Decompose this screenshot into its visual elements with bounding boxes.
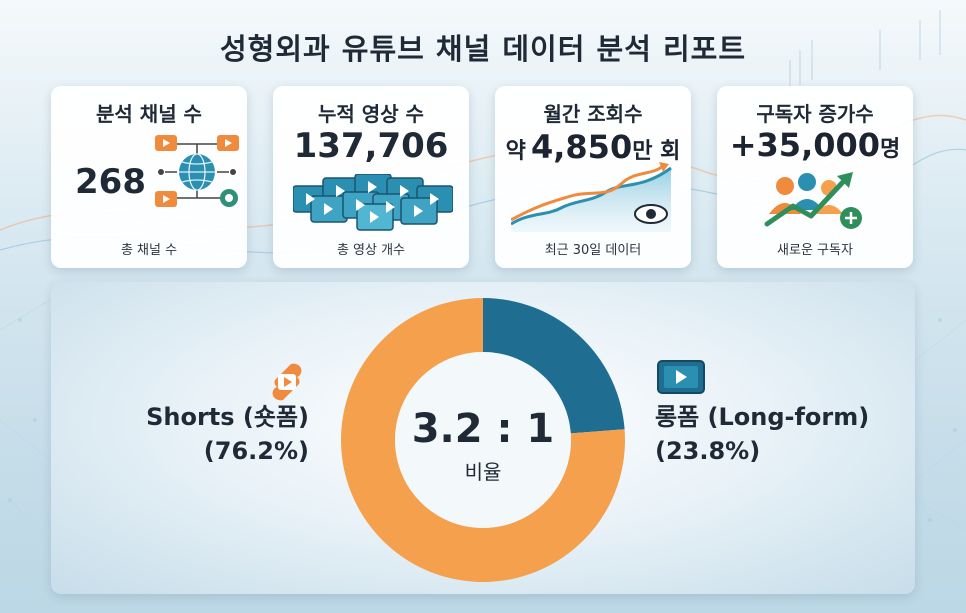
page-title: 성형외과 유튜브 채널 데이터 분석 리포트 <box>219 32 747 66</box>
shorts-legend: Shorts (숏폼) (76.2%) <box>146 400 309 468</box>
card-value-prefix: 약 <box>505 139 526 164</box>
video-stack-icon <box>293 174 453 231</box>
card-value-suffix: 명 <box>880 137 901 162</box>
ratio-panel: 3.2 : 1 비율 Shorts (숏폼) (76.2%) 롱폼 (Long-… <box>51 282 915 594</box>
shorts-icon <box>272 363 302 401</box>
shorts-label: Shorts (숏폼) <box>146 403 309 431</box>
card-footer: 총 채널 수 <box>120 243 178 258</box>
card-video-count: 누적 영상 수 137,706 총 영상 개수 <box>273 86 469 268</box>
ratio-label: 비율 <box>464 460 502 484</box>
card-value: +35,000 <box>729 126 881 164</box>
shorts-percent: (76.2%) <box>203 437 309 465</box>
ratio-value: 3.2 : 1 <box>411 406 555 452</box>
users-growth-icon <box>764 172 862 229</box>
growth-chart-eye-icon <box>511 162 672 232</box>
card-footer: 최근 30일 데이터 <box>544 243 642 258</box>
longform-label: 롱폼 (Long-form) <box>655 403 870 431</box>
card-value: 4,850 <box>530 128 633 166</box>
card-title: 월간 조회수 <box>543 102 643 126</box>
card-monthly-views: 월간 조회수 약 4,850만 회 최근 30일 데이터 <box>495 86 691 268</box>
card-value-group: 약 4,850만 회 <box>495 128 691 166</box>
card-title: 분석 채널 수 <box>96 102 202 126</box>
longform-video-icon <box>657 360 705 394</box>
card-title: 구독자 증가수 <box>756 102 874 126</box>
donut-hole <box>395 352 571 528</box>
globe-network-icon <box>155 135 239 207</box>
card-footer: 새로운 구독자 <box>777 243 853 258</box>
card-value: 268 <box>75 162 146 202</box>
card-title: 누적 영상 수 <box>318 102 424 126</box>
longform-slice <box>483 298 625 434</box>
card-subscriber-growth: 구독자 증가수 +35,000명 새로운 구독자 <box>717 86 913 268</box>
longform-legend: 롱폼 (Long-form) (23.8%) <box>655 400 869 468</box>
shorts-slice <box>341 298 625 582</box>
card-value-suffix: 만 회 <box>632 139 681 164</box>
card-value: 137,706 <box>293 126 449 166</box>
card-footer: 총 영상 개수 <box>336 243 406 258</box>
longform-percent: (23.8%) <box>655 437 761 465</box>
card-value-group: +35,000명 <box>717 126 913 164</box>
card-channel-count: 분석 채널 수 268 총 채널 수 <box>51 86 247 268</box>
ratio-donut-chart <box>341 298 625 582</box>
